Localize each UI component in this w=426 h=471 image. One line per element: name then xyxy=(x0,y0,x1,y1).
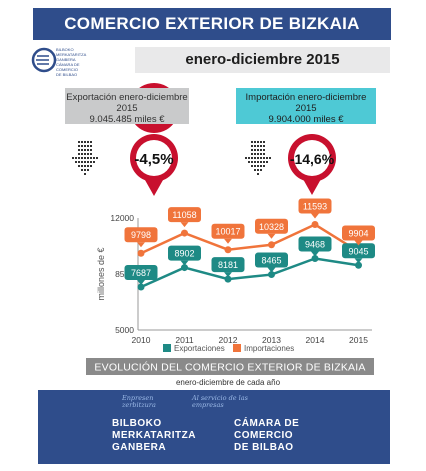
data-label: 9045 xyxy=(348,246,368,256)
data-label-box xyxy=(211,257,245,273)
data-label: 9468 xyxy=(305,240,325,250)
export-line1: Exportación enero-diciembre xyxy=(66,92,188,103)
data-label-pointer xyxy=(267,267,276,273)
data-label-box xyxy=(298,236,332,252)
import-line3: 9.904.000 miles € xyxy=(268,114,344,125)
data-label-box xyxy=(298,198,332,214)
data-label-pointer xyxy=(224,272,232,278)
data-label: 9904 xyxy=(348,229,368,239)
export-summary: Exportación enero-diciembre 2015 9.045.4… xyxy=(65,88,189,125)
header-logo-text: BILBOKO MERKATARITZA GANBERA CÁMARA DE C… xyxy=(56,47,87,77)
x-tick-label: 2014 xyxy=(306,335,325,345)
down-arrow-icon xyxy=(72,141,98,175)
data-label-pointer xyxy=(311,213,319,219)
series-line-importaciones xyxy=(140,223,360,255)
data-label-pointer xyxy=(180,222,189,228)
legend-swatch-exports xyxy=(163,344,171,352)
chart-title: EVOLUCIÓN DEL COMERCIO EXTERIOR DE BIZKA… xyxy=(94,361,365,374)
import-line1: Importación enero-diciembre xyxy=(245,92,367,103)
slogan-spanish: Al servicio de las empresas xyxy=(192,394,248,409)
data-label-box xyxy=(255,218,288,234)
data-label: 8902 xyxy=(174,249,194,259)
down-arrow-icon xyxy=(245,141,271,175)
y-axis-label: millones de € xyxy=(96,247,106,300)
x-tick-label: 2011 xyxy=(175,335,194,345)
data-label-box xyxy=(342,243,375,259)
x-tick-label: 2010 xyxy=(132,335,151,345)
data-point xyxy=(311,255,319,263)
data-label-box xyxy=(124,227,158,243)
data-label-pointer xyxy=(180,260,189,266)
series-line-exportaciones xyxy=(140,257,359,289)
data-label: 8181 xyxy=(218,260,238,270)
chart-subtitle: enero-diciembre de cada año xyxy=(176,378,281,387)
footer-left-text: BILBOKO MERKATARITZA GANBERA xyxy=(112,418,196,453)
header-logo-icon xyxy=(31,47,57,73)
footer-right-text: CÁMARA DE COMERCIO DE BILBAO xyxy=(234,418,300,453)
x-tick-label: 2015 xyxy=(349,335,368,345)
import-summary: Importación enero-diciembre 2015 9.904.0… xyxy=(236,88,376,125)
legend-exports: Exportaciones xyxy=(174,344,225,353)
data-label-pointer xyxy=(354,240,363,246)
import-line2: 2015 xyxy=(295,103,317,114)
period-label: enero-diciembre 2015 xyxy=(135,47,390,73)
x-tick-label: 2013 xyxy=(262,335,281,345)
data-label: 11593 xyxy=(303,202,327,212)
export-change-label: -4,5% xyxy=(134,151,173,168)
slogan-basque: Enpresen zerbitzura xyxy=(122,394,156,409)
x-tick-label: 2012 xyxy=(219,335,238,345)
data-point xyxy=(224,246,232,254)
data-label-pointer xyxy=(137,280,145,286)
legend-imports: Importaciones xyxy=(244,344,294,353)
data-point xyxy=(181,264,188,272)
data-label: 10328 xyxy=(259,222,284,232)
import-change-label: -14,6% xyxy=(290,151,335,167)
legend: Exportaciones Importaciones xyxy=(163,344,294,353)
export-line2: 2015 xyxy=(116,103,138,114)
data-label: 8465 xyxy=(261,256,281,266)
data-point xyxy=(224,275,232,283)
data-point xyxy=(181,229,188,237)
data-label-pointer xyxy=(354,258,363,264)
page-title: COMERCIO EXTERIOR DE BIZKAIA xyxy=(33,8,391,40)
data-label-box xyxy=(255,252,288,268)
data-label-box xyxy=(342,225,375,241)
import-change-badge: -14,6% xyxy=(288,134,336,195)
chart-title-bar xyxy=(86,358,374,375)
data-label-box xyxy=(211,223,245,239)
data-label: 9798 xyxy=(131,230,151,240)
data-point xyxy=(268,241,275,249)
data-label-pointer xyxy=(311,251,319,257)
data-label-pointer xyxy=(267,233,276,239)
y-tick-label: 5000 xyxy=(115,325,134,335)
data-label-pointer xyxy=(137,242,145,248)
data-label: 10017 xyxy=(215,227,240,237)
data-label: 7687 xyxy=(131,268,151,278)
data-point xyxy=(137,283,145,291)
data-point xyxy=(355,261,362,269)
data-point xyxy=(311,221,319,229)
data-label-pointer xyxy=(224,238,232,244)
data-point xyxy=(137,249,145,257)
export-line3: 9.045.485 miles € xyxy=(89,114,165,125)
y-tick-label: 12000 xyxy=(110,213,134,223)
legend-swatch-imports xyxy=(233,344,241,352)
data-point xyxy=(268,271,275,279)
data-label-box xyxy=(124,265,158,281)
footer: BILBOKO MERKATARITZA GANBERA CÁMARA DE C… xyxy=(38,390,390,464)
data-label-box xyxy=(168,245,201,261)
data-label: 11058 xyxy=(172,210,196,220)
data-label-box xyxy=(168,207,201,223)
